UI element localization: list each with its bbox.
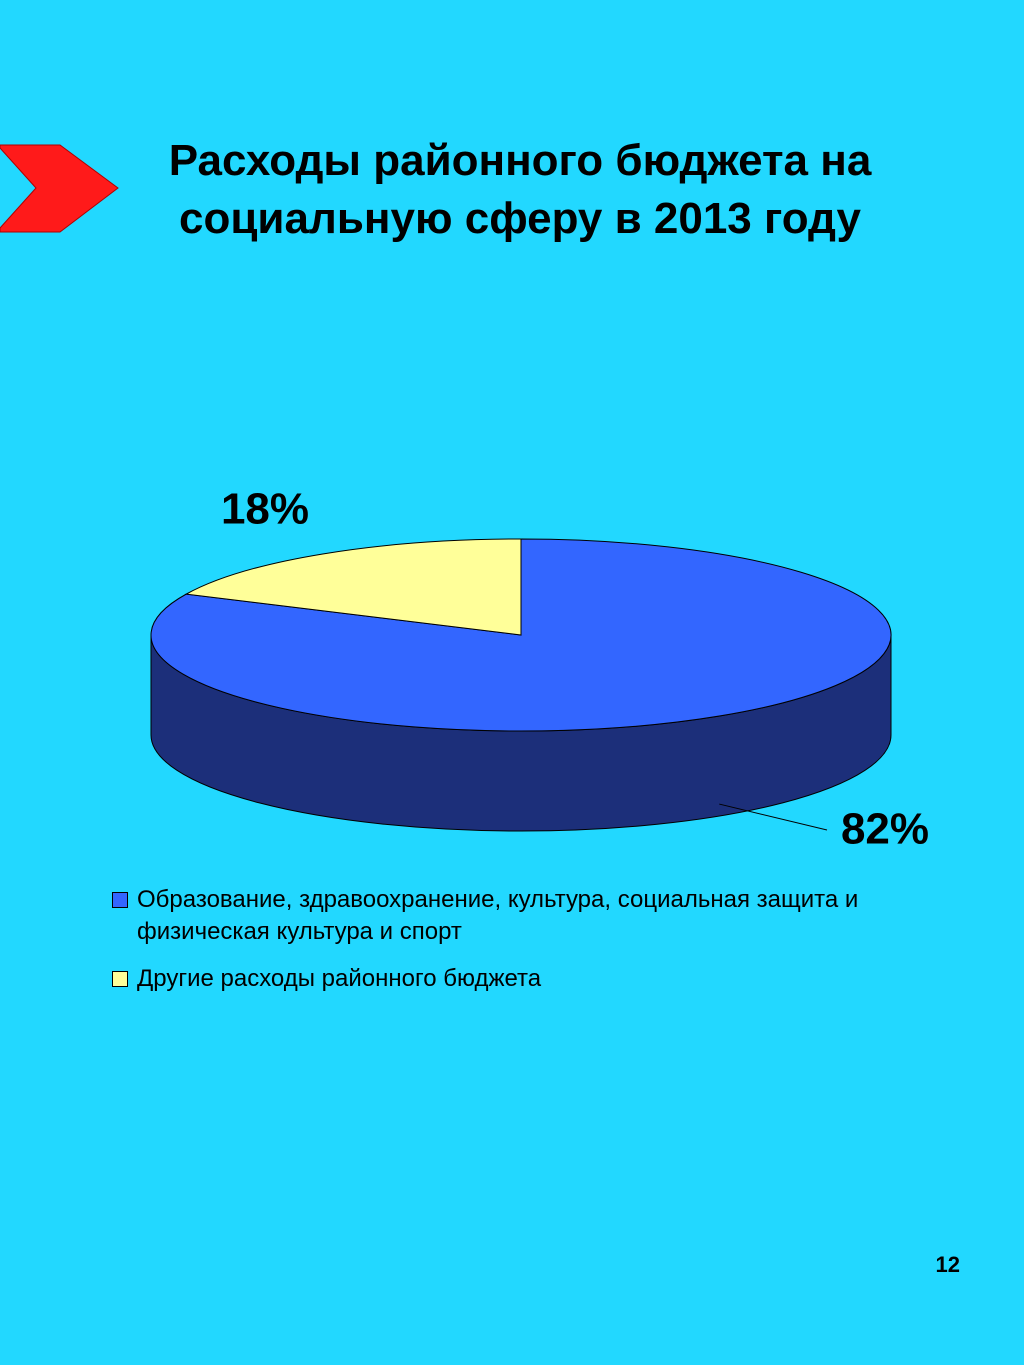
data-label: 18% xyxy=(221,485,309,534)
pie-slice xyxy=(150,538,892,732)
leader-line xyxy=(719,803,828,831)
data-label: 82% xyxy=(841,805,929,854)
legend-item: Образование, здравоохранение, культура, … xyxy=(112,884,952,948)
pie-slice xyxy=(184,538,522,636)
slide-number: 12 xyxy=(935,1252,960,1277)
legend-label: Образование, здравоохранение, культура, … xyxy=(137,886,859,945)
legend-swatch xyxy=(112,971,128,987)
legend-swatch xyxy=(112,892,128,908)
chart-title: Расходы районного бюджета на социальную … xyxy=(168,136,872,243)
arrow-icon xyxy=(0,144,119,233)
legend-label: Другие расходы районного бюджета xyxy=(137,965,542,992)
legend-item: Другие расходы районного бюджета xyxy=(112,963,952,995)
